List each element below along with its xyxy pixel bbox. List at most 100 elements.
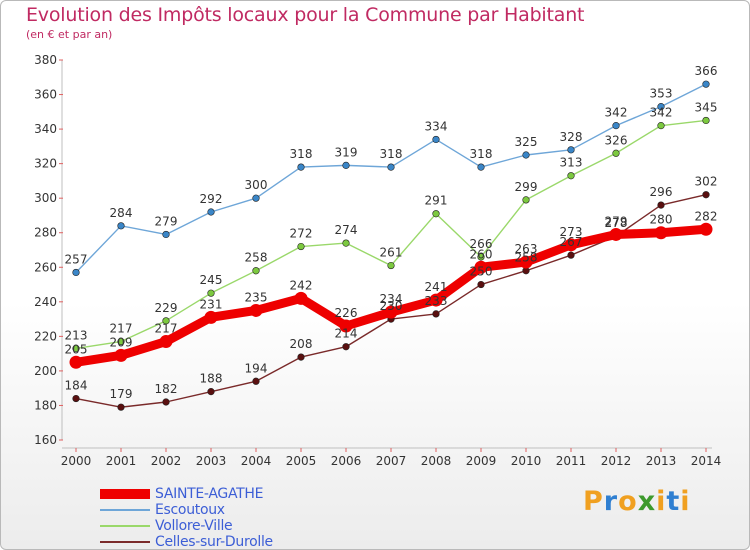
data-label-celles-sur-durolle: 182 xyxy=(155,382,178,396)
legend-label-vollore-ville: Vollore-Ville xyxy=(155,518,233,534)
data-label-celles-sur-durolle: 258 xyxy=(515,251,538,265)
data-label-vollore-ville: 245 xyxy=(200,273,223,287)
data-label-celles-sur-durolle: 267 xyxy=(560,235,583,249)
data-point-celles-sur-durolle xyxy=(432,310,440,318)
x-tick-label: 2004 xyxy=(241,454,272,468)
y-tick-label: 180 xyxy=(34,398,57,412)
data-label-escoutoux: 292 xyxy=(200,192,223,206)
data-point-escoutoux xyxy=(117,222,125,230)
data-point-celles-sur-durolle xyxy=(342,343,350,351)
data-point-escoutoux xyxy=(342,161,350,169)
data-point-celles-sur-durolle xyxy=(207,388,215,396)
data-label-celles-sur-durolle: 250 xyxy=(470,265,493,279)
data-point-escoutoux xyxy=(477,163,485,171)
y-tick-label: 340 xyxy=(34,122,57,136)
data-point-sainte-agathe xyxy=(249,303,263,317)
legend-label-escoutoux: Escoutoux xyxy=(155,502,225,518)
legend-label-celles-sur-durolle: Celles-sur-Durolle xyxy=(155,534,273,550)
x-tick-label: 2011 xyxy=(556,454,587,468)
logo-letter: i xyxy=(680,486,691,517)
y-tick-label: 160 xyxy=(34,433,57,447)
chart-title: Evolution des Impôts locaux pour la Comm… xyxy=(26,4,585,26)
data-point-vollore-ville xyxy=(297,242,305,251)
y-tick-label: 280 xyxy=(34,226,57,240)
data-point-sainte-agathe xyxy=(609,227,623,241)
data-point-sainte-agathe xyxy=(564,238,578,252)
data-label-escoutoux: 334 xyxy=(425,119,448,133)
data-point-escoutoux xyxy=(72,268,80,277)
legend-swatch-escoutoux xyxy=(100,509,150,511)
data-point-vollore-ville xyxy=(522,196,530,204)
data-label-escoutoux: 318 xyxy=(470,147,493,161)
data-label-celles-sur-durolle: 278 xyxy=(605,216,628,230)
data-label-escoutoux: 319 xyxy=(335,145,358,159)
data-point-sainte-agathe xyxy=(159,335,173,349)
data-point-sainte-agathe xyxy=(474,260,488,274)
x-tick-label: 2000 xyxy=(61,454,92,468)
data-point-sainte-agathe xyxy=(294,291,308,305)
data-label-celles-sur-durolle: 302 xyxy=(695,175,718,189)
x-tick-label: 2008 xyxy=(421,454,452,468)
x-tick-label: 2010 xyxy=(511,454,542,468)
data-point-celles-sur-durolle xyxy=(72,394,80,403)
data-label-sainte-agathe: 273 xyxy=(560,225,583,239)
data-label-vollore-ville: 299 xyxy=(515,180,538,194)
y-tick-label: 360 xyxy=(34,88,57,102)
legend-swatch-sainte-agathe xyxy=(100,489,150,499)
x-tick-label: 2006 xyxy=(331,454,362,468)
data-point-vollore-ville xyxy=(72,344,80,353)
logo-letter: o xyxy=(618,486,638,517)
data-label-sainte-agathe: 234 xyxy=(380,292,403,306)
data-label-escoutoux: 318 xyxy=(290,147,313,161)
data-label-vollore-ville: 345 xyxy=(695,100,718,114)
data-label-sainte-agathe: 217 xyxy=(155,322,178,336)
data-label-celles-sur-durolle: 188 xyxy=(200,372,223,386)
data-point-vollore-ville xyxy=(207,289,215,297)
data-label-escoutoux: 284 xyxy=(110,206,133,220)
data-point-sainte-agathe xyxy=(699,222,713,236)
data-label-sainte-agathe: 209 xyxy=(110,335,133,349)
data-point-sainte-agathe xyxy=(654,226,668,240)
x-tick-label: 2001 xyxy=(106,454,137,468)
data-point-escoutoux xyxy=(657,103,665,111)
data-label-sainte-agathe: 280 xyxy=(650,213,673,227)
data-point-escoutoux xyxy=(522,151,530,159)
x-tick-label: 2014 xyxy=(691,454,722,468)
data-point-escoutoux xyxy=(432,135,440,144)
data-label-escoutoux: 300 xyxy=(245,178,268,192)
legend-swatch-celles-sur-durolle xyxy=(100,541,150,543)
data-point-escoutoux xyxy=(702,80,710,88)
x-tick-label: 2007 xyxy=(376,454,407,468)
legend: SAINTE-AGATHE Escoutoux Vollore-Ville Ce… xyxy=(100,486,320,550)
data-label-celles-sur-durolle: 230 xyxy=(380,299,403,313)
data-point-escoutoux xyxy=(387,163,395,171)
data-point-escoutoux xyxy=(297,163,305,171)
data-point-escoutoux xyxy=(162,230,170,239)
data-label-vollore-ville: 274 xyxy=(335,223,358,237)
data-point-vollore-ville xyxy=(567,172,575,180)
data-point-sainte-agathe xyxy=(114,348,128,362)
x-tick-label: 2005 xyxy=(286,454,317,468)
x-tick-label: 2009 xyxy=(466,454,497,468)
x-tick-label: 2012 xyxy=(601,454,632,468)
data-label-escoutoux: 279 xyxy=(155,214,178,228)
data-label-vollore-ville: 217 xyxy=(110,322,133,336)
data-point-sainte-agathe xyxy=(429,293,443,307)
data-point-escoutoux xyxy=(612,122,620,130)
data-point-celles-sur-durolle xyxy=(297,353,305,361)
data-label-vollore-ville: 266 xyxy=(470,237,493,251)
data-point-celles-sur-durolle xyxy=(657,201,665,209)
data-label-escoutoux: 257 xyxy=(65,252,88,266)
y-tick-label: 320 xyxy=(34,157,57,171)
data-label-sainte-agathe: 282 xyxy=(695,209,718,223)
x-tick-label: 2002 xyxy=(151,454,182,468)
data-point-sainte-agathe xyxy=(339,319,353,333)
data-point-vollore-ville xyxy=(432,210,440,218)
data-point-sainte-agathe xyxy=(204,310,218,324)
data-label-celles-sur-durolle: 233 xyxy=(425,294,448,308)
data-point-vollore-ville xyxy=(657,122,665,130)
x-tick-label: 2013 xyxy=(646,454,677,468)
data-label-sainte-agathe: 241 xyxy=(425,280,448,294)
legend-swatch-vollore-ville xyxy=(100,525,150,527)
